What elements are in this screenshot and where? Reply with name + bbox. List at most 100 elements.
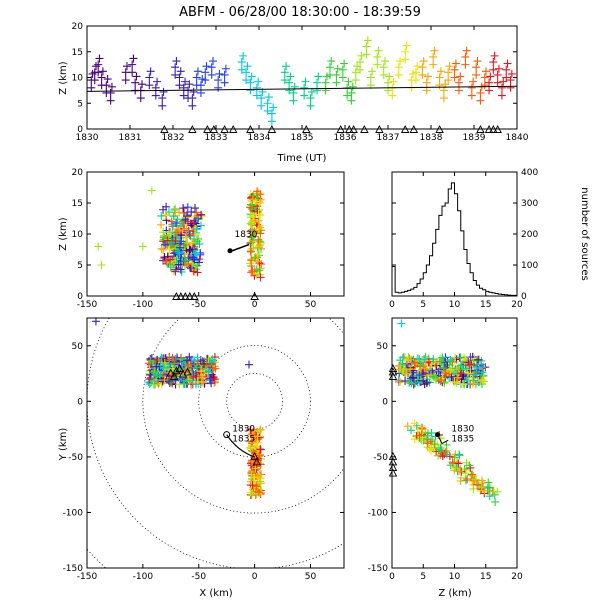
- source-point: [289, 96, 298, 105]
- x-tick-label: -150: [77, 300, 98, 310]
- source-point: [210, 375, 219, 384]
- x-tick-label: -50: [191, 300, 206, 310]
- source-point: [429, 372, 438, 381]
- source-point: [439, 86, 448, 95]
- source-point: [149, 380, 158, 389]
- source-point: [407, 426, 416, 435]
- source-point: [256, 229, 265, 238]
- source-point: [485, 483, 494, 492]
- source-point: [237, 65, 246, 74]
- source-point: [344, 77, 353, 86]
- source-point: [327, 57, 336, 66]
- source-point: [429, 60, 438, 69]
- source-point: [197, 371, 206, 380]
- source-point: [208, 57, 217, 66]
- source-point: [187, 239, 196, 248]
- source-point: [158, 377, 167, 386]
- source-point: [257, 94, 266, 103]
- source-point: [439, 364, 448, 373]
- source-point: [249, 232, 258, 241]
- source-point: [164, 228, 173, 237]
- source-point: [489, 58, 498, 67]
- chart-title: ABFM - 06/28/00 18:30:00 - 18:39:59: [179, 5, 421, 20]
- source-point: [256, 477, 265, 486]
- source-point: [444, 76, 453, 85]
- source-point: [256, 425, 265, 434]
- histogram-bar: [405, 291, 408, 296]
- source-point: [321, 86, 330, 95]
- time-annotation: 1835: [232, 434, 255, 444]
- y-tick-label: 50: [377, 342, 389, 352]
- source-point: [95, 54, 104, 63]
- source-point: [413, 354, 422, 363]
- y-tick-label: 10: [72, 230, 84, 240]
- source-point: [456, 72, 465, 81]
- y-tick-label: 5: [77, 99, 83, 109]
- source-point: [306, 94, 315, 103]
- source-point: [179, 91, 188, 100]
- source-point: [473, 57, 482, 66]
- source-point: [193, 353, 202, 362]
- x-tick-label: 50: [305, 300, 317, 310]
- source-point: [451, 59, 460, 68]
- source-point: [193, 268, 202, 277]
- source-point: [246, 203, 255, 212]
- source-point: [405, 378, 414, 387]
- source-point: [466, 369, 475, 378]
- source-point: [247, 430, 256, 439]
- source-point: [155, 372, 164, 381]
- source-point: [146, 356, 155, 365]
- source-point: [289, 88, 298, 97]
- histogram-bar: [451, 183, 454, 296]
- source-point: [173, 228, 182, 237]
- source-point: [347, 96, 356, 105]
- source-point: [374, 46, 383, 55]
- panel2-axes: -150 -100 -50 0 50 0 5 10 15 20: [72, 168, 344, 310]
- source-point: [91, 317, 100, 326]
- source-point: [145, 375, 154, 384]
- source-point: [480, 73, 489, 82]
- x-tick-label: 0: [252, 572, 258, 582]
- y-tick-label: 100: [521, 261, 538, 271]
- source-point: [489, 65, 498, 74]
- source-point: [191, 204, 200, 213]
- range-ring: [142, 318, 344, 514]
- source-point: [247, 196, 256, 205]
- source-point: [175, 380, 184, 389]
- source-point: [182, 233, 191, 242]
- source-point: [166, 261, 175, 270]
- panel5-xlabel: Z (km): [438, 588, 471, 599]
- source-point: [159, 205, 168, 214]
- panel5-axes: 0 5 10 15 20 -150 -100 -50 0 50: [368, 318, 523, 582]
- source-point: [193, 211, 202, 220]
- source-point: [410, 419, 419, 428]
- source-point: [163, 236, 172, 245]
- source-point: [332, 70, 341, 79]
- source-point: [201, 76, 210, 85]
- source-point: [256, 264, 265, 273]
- source-point: [215, 69, 224, 78]
- source-point: [467, 91, 476, 100]
- x-tick-label: 1833: [205, 133, 228, 143]
- source-point: [185, 245, 194, 254]
- source-point: [430, 440, 439, 449]
- x-tick-label: 50: [305, 572, 317, 582]
- source-point: [181, 256, 190, 265]
- source-point: [252, 464, 261, 473]
- x-tick-label: 1835: [291, 133, 314, 143]
- x-tick-label: 1837: [377, 133, 400, 143]
- source-point: [404, 353, 413, 362]
- source-point: [239, 51, 248, 60]
- source-point: [380, 57, 389, 66]
- source-point: [237, 58, 246, 67]
- source-point: [160, 376, 169, 385]
- source-point: [255, 199, 264, 208]
- source-point: [207, 70, 216, 79]
- source-point: [122, 62, 131, 71]
- source-point: [314, 72, 323, 81]
- source-point: [204, 354, 213, 363]
